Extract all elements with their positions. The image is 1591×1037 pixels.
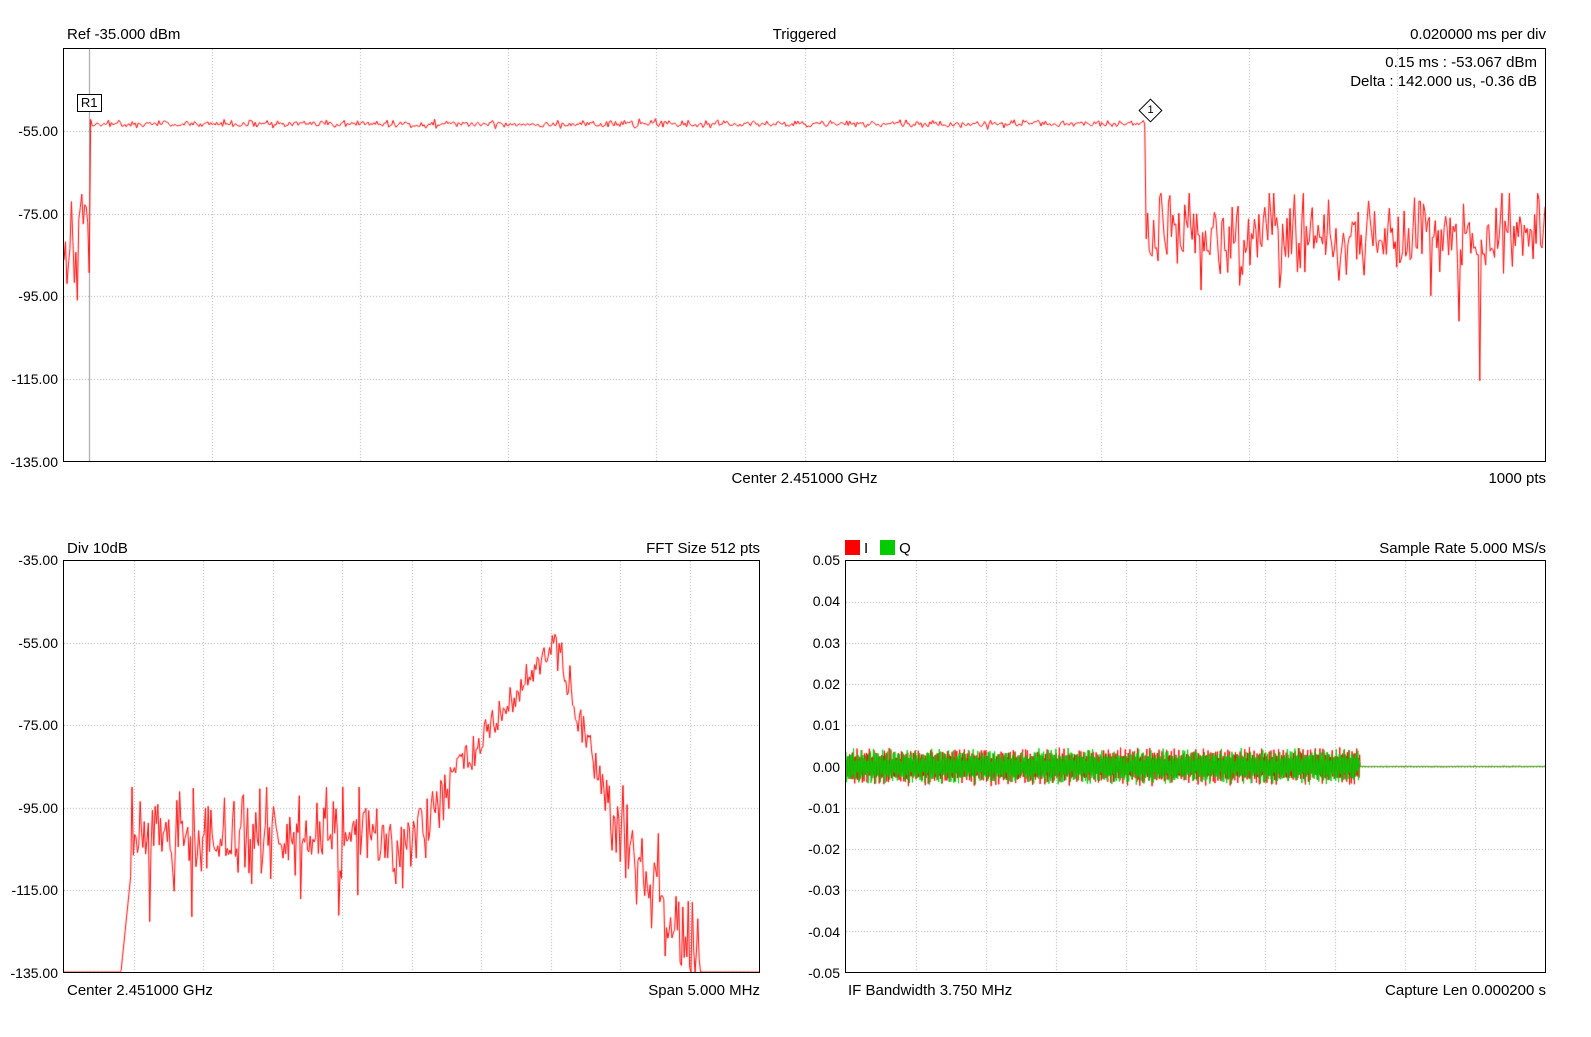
y-tick-label: 0.04 [812,593,840,610]
iq-time-plot [845,560,1546,973]
y-tick-label: -75.00 [18,205,58,222]
y-tick-label: -115.00 [11,371,58,388]
y-tick-label: -55.00 [18,122,58,139]
time-per-div-label: 0.020000 ms per div [1410,26,1546,43]
marker-r1[interactable]: R1 [76,94,102,112]
ref-level-label: Ref -35.000 dBm [67,26,181,43]
y-tick-label: -115.00 [11,882,58,899]
marker-r1-label: R1 [80,95,98,110]
time-power-trace-canvas [64,49,1545,461]
center-frequency-label: Center 2.451000 GHz [731,470,878,487]
y-tick-label: -35.00 [18,552,58,568]
fft-center-frequency-label: Center 2.451000 GHz [67,982,213,999]
fft-size-label: FFT Size 512 pts [646,540,760,557]
y-tick-label: -0.04 [808,923,840,940]
iq-trace-canvas [846,561,1545,972]
capture-length-label: Capture Len 0.000200 s [1385,982,1546,999]
y-tick-label: -135.00 [10,965,58,981]
marker-readout-line2: Delta : 142.000 us, -0.36 dB [1350,73,1537,90]
span-label: Span 5.000 MHz [648,982,760,999]
points-count-label: 1000 pts [1488,470,1546,487]
q-legend-swatch [880,540,896,555]
y-tick-label: -0.01 [808,799,840,816]
y-tick-label: 0.05 [812,552,840,568]
y-tick-label: -75.00 [18,717,58,734]
q-legend-label: Q [899,540,911,557]
i-legend-label: I [864,540,869,557]
y-tick-label: -0.02 [808,841,840,858]
if-bandwidth-label: IF Bandwidth 3.750 MHz [848,982,1013,999]
y-tick-label: -0.03 [808,882,840,899]
time-power-plot: 0.15 ms : -53.067 dBm Delta : 142.000 us… [63,48,1546,462]
sample-rate-label: Sample Rate 5.000 MS/s [1379,540,1546,557]
y-tick-label: -0.05 [808,965,840,981]
y-tick-label: 0.02 [812,675,840,692]
y-tick-label: -55.00 [18,634,58,651]
i-legend-swatch [845,540,860,555]
y-tick-label: -135.00 [10,454,58,470]
marker-1-label: 1 [1147,104,1154,116]
trigger-status-label: Triggered [772,26,837,43]
fft-spectrum-plot [63,560,760,973]
div-scale-label: Div 10dB [67,540,128,557]
marker-readout: 0.15 ms : -53.067 dBm Delta : 142.000 us… [1350,53,1537,91]
y-tick-label: -95.00 [18,799,58,816]
y-tick-label: -95.00 [18,288,58,305]
marker-readout-line1: 0.15 ms : -53.067 dBm [1385,54,1537,71]
y-tick-label: 0.00 [812,758,840,775]
y-tick-label: 0.03 [812,634,840,651]
fft-trace-canvas [64,561,759,972]
y-tick-label: 0.01 [812,717,840,734]
